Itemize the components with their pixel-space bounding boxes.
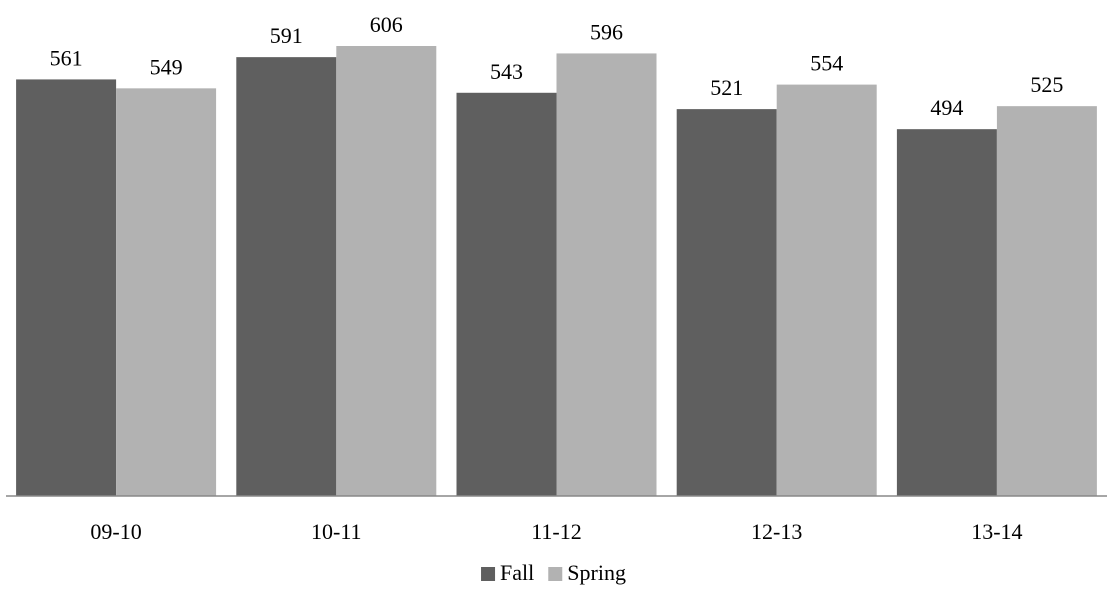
bar-spring-12-13 [776,84,877,497]
legend: Fall Spring [481,560,626,585]
bar-fall-12-13 [676,109,777,497]
data-label-fall-13-14: 494 [930,95,963,120]
data-labels-layer: 561 549 591 606 543 596 521 554 494 525 [50,12,1064,120]
x-tick-labels-layer: 09-10 10-11 11-12 12-13 13-14 [90,519,1022,544]
bar-fall-10-11 [236,57,337,496]
x-tick-label-11-12: 11-12 [531,519,582,544]
bar-fall-13-14 [896,129,997,497]
legend-item-fall: Fall [481,560,534,585]
legend-item-spring: Spring [548,560,626,585]
bar-fall-09-10 [16,79,117,497]
legend-swatch-spring [548,567,563,581]
data-label-fall-11-12: 543 [490,59,523,84]
data-label-spring-12-13: 554 [810,51,843,76]
data-label-spring-10-11: 606 [370,12,403,37]
data-label-spring-09-10: 549 [150,54,183,79]
legend-swatch-fall [481,567,496,581]
legend-label-fall: Fall [500,560,534,585]
x-tick-label-09-10: 09-10 [90,519,141,544]
x-tick-label-10-11: 10-11 [311,519,362,544]
legend-label-spring: Spring [567,560,626,585]
bars-layer [16,46,1097,497]
bar-spring-13-14 [996,106,1097,497]
bar-spring-10-11 [336,46,437,496]
data-label-spring-11-12: 596 [590,19,623,44]
data-label-fall-09-10: 561 [50,45,83,70]
data-label-spring-13-14: 525 [1030,72,1063,97]
x-tick-label-12-13: 12-13 [751,519,802,544]
bar-spring-09-10 [116,88,217,496]
x-tick-label-13-14: 13-14 [971,519,1022,544]
data-label-fall-10-11: 591 [270,23,303,48]
bar-fall-11-12 [456,92,557,496]
bar-spring-11-12 [556,53,657,497]
data-label-fall-12-13: 521 [710,75,743,100]
